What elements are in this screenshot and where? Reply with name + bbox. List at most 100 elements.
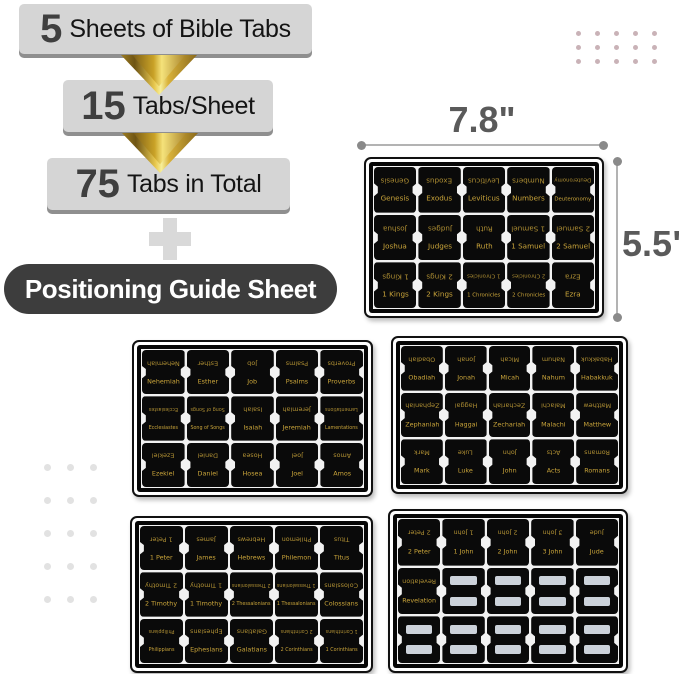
tab-label: Psalms [285,377,309,385]
blank-tab [398,616,441,663]
tab-label: Hebrews [237,553,266,561]
tab-label-mirrored: Obadiah [408,355,436,363]
bible-tab: Esther Esther [186,350,230,395]
tab-label-mirrored: 1 Chronicles [467,272,501,279]
bible-tab: 3 John 3 John [531,519,574,566]
bible-tab: Song of Songs Song of Songs [186,396,230,441]
tab-label-mirrored: Proverbs [327,359,356,367]
sheet-panel: Obadiah Obadiah Jonah Jonah Micah Micah Nahum N… [396,341,623,489]
decor-dot [67,464,74,471]
tab-label-mirrored: Joel [291,452,303,460]
tab-label-mirrored: 1 Thessalonians [277,582,316,588]
blank-tab [575,616,618,663]
tab-label-mirrored: John [502,448,517,456]
blank-write-strip [583,596,610,606]
decor-dot [67,497,74,504]
tab-label-mirrored: Exodus [426,176,453,185]
tab-label-mirrored: Titus [333,535,350,543]
decor-dot [633,31,638,36]
bible-tab: Micah Micah [488,346,531,391]
bible-tab: Ruth Ruth [462,214,506,261]
tab-label: Obadiah [408,373,436,382]
tab-label: 1 Timothy [190,600,223,608]
bible-tab: Galatians Galatians [230,618,273,663]
tab-label-mirrored: Luke [458,448,474,456]
tab-label: Titus [333,553,350,561]
badge-number: 5 [40,7,63,51]
tab-label-mirrored: Ecclesiastes [148,406,178,412]
tab-label: 1 Peter [150,553,173,561]
tab-label-mirrored: Haggai [454,402,477,410]
decor-dot [67,596,74,603]
bible-tab: Zechariah Zechariah [488,392,531,438]
tab-label: Nahum [541,373,565,382]
tab-label-mirrored: Acts [546,448,561,456]
tab-label: Acts [546,467,561,475]
height-dimension-label: 5.5" [622,223,679,264]
tab-label: 1 Kings [381,290,409,299]
decor-dot [652,31,657,36]
decor-dots-pink [576,31,657,64]
sheet-panel: Nehemiah Nehemiah Esther Esther Job Job Psalms… [137,345,368,492]
blank-write-strip [539,596,566,606]
blank-write-strip [406,645,433,655]
bible-tab: 1 Chronicles 1 Chronicles [462,262,506,308]
blank-write-strip [450,624,477,634]
bible-tab: 2 Corinthians 2 Corinthians [275,618,318,663]
guide-sheet-label: Positioning Guide Sheet [24,273,317,304]
decor-dot [90,497,97,504]
decor-dot [633,59,638,64]
decor-dots-gray [44,464,97,603]
bible-tab: Genesis Genesis [374,167,417,213]
decor-dot [595,31,600,36]
badge-number: 15 [81,84,126,128]
tab-label: Ezra [564,290,581,299]
sheet-panel: Genesis Genesis Exodus Exodus Leviticus Levit… [369,162,599,313]
blank-tab [531,567,574,615]
bible-tab: Matthew Matthew [576,392,618,438]
tab-label-mirrored: 1 Corinthians [325,628,358,635]
tab-label-mirrored: Ruth [475,223,493,232]
tab-label-mirrored: Numbers [512,176,545,185]
tab-label-mirrored: Ephesians [190,628,223,636]
tab-label: 2 Corinthians [280,647,313,653]
bible-tab: 2 John 2 John [486,519,530,566]
blank-write-strip [450,645,477,655]
decor-dot [576,31,581,36]
decor-dot [576,59,581,64]
tab-label-mirrored: 2 Samuel [555,223,590,232]
blank-write-strip [494,576,522,586]
tab-label: Deuteronomy [554,196,592,203]
blank-tab [531,616,574,663]
tab-label: Isaiah [243,424,262,432]
tab-label: 1 Chronicles [467,291,501,298]
tab-label: Philippians [148,647,175,653]
badge-total-tabs: 75 Tabs in Total [47,158,290,210]
bible-tab: Psalms Psalms [275,350,319,395]
tab-label: Exodus [426,195,453,204]
tab-label-mirrored: Colossians [324,581,359,589]
blank-write-strip [583,576,610,586]
bible-tab: Philemon Philemon [275,526,318,571]
tab-sheet-5: 2 Peter 2 Peter 1 John 1 John 2 John 2 John 3 … [388,509,628,673]
tab-label: Proverbs [327,377,356,385]
blank-write-strip [494,596,522,606]
decor-dot [90,464,97,471]
tab-label-mirrored: Hebrews [237,535,266,543]
tab-sheet-4: 1 Peter 1 Peter James James Hebrews Hebrews Ph… [130,516,373,673]
tab-label-mirrored: Esther [197,359,219,367]
blank-write-strip [583,645,610,655]
bible-tab: 2 Timothy 2 Timothy [140,572,183,617]
decor-dot [652,59,657,64]
tab-label-mirrored: Lamentations [325,406,359,412]
bible-tab: Mark Mark [401,439,443,484]
tab-label-mirrored: Nehemiah [146,359,180,367]
tab-label-mirrored: Galatians [236,628,267,636]
tab-label-mirrored: Amos [332,452,351,460]
tab-label-mirrored: Song of Songs [190,406,226,412]
decor-dot [576,45,581,50]
blank-write-strip [450,596,477,606]
tab-label-mirrored: Jude [589,528,604,537]
decor-dot [90,596,97,603]
bible-tab: Luke Luke [444,439,487,484]
